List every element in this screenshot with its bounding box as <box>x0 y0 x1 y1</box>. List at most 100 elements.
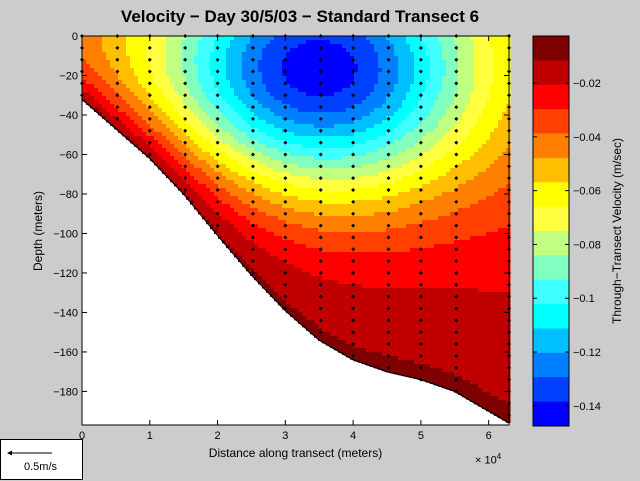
contour-cell <box>190 192 195 197</box>
contour-cell <box>418 132 423 137</box>
contour-cell <box>390 48 395 53</box>
contour-cell <box>318 112 323 117</box>
contour-cell <box>394 168 399 173</box>
contour-cell <box>350 196 355 201</box>
contour-cell <box>202 164 207 169</box>
contour-cell <box>382 248 387 253</box>
contour-cell <box>354 40 359 45</box>
contour-cell <box>362 236 367 241</box>
contour-cell <box>186 160 191 165</box>
contour-cell <box>286 260 291 265</box>
contour-cell <box>422 216 427 221</box>
contour-cell <box>294 276 299 281</box>
contour-cell <box>202 100 207 105</box>
contour-cell <box>410 348 415 353</box>
contour-cell <box>326 340 331 345</box>
contour-cell <box>350 308 355 313</box>
contour-cell <box>290 284 295 289</box>
contour-cell <box>350 48 355 53</box>
contour-cell <box>118 60 123 65</box>
contour-cell <box>286 152 291 157</box>
contour-cell <box>382 156 387 161</box>
contour-cell <box>370 104 375 109</box>
contour-cell <box>354 212 359 217</box>
contour-cell <box>170 40 175 45</box>
contour-cell <box>366 272 371 277</box>
contour-cell <box>242 48 247 53</box>
contour-cell <box>258 60 263 65</box>
contour-cell <box>402 200 407 205</box>
contour-cell <box>258 272 263 277</box>
contour-cell <box>198 116 203 121</box>
contour-cell <box>334 308 339 313</box>
contour-cell <box>230 72 235 77</box>
contour-cell <box>382 292 387 297</box>
contour-cell <box>274 208 279 213</box>
contour-cell <box>266 272 271 277</box>
contour-cell <box>334 164 339 169</box>
contour-cell <box>334 268 339 273</box>
contour-cell <box>282 148 287 153</box>
contour-cell <box>426 248 431 253</box>
contour-cell <box>154 144 159 149</box>
contour-cell <box>142 80 147 85</box>
contour-cell <box>382 64 387 69</box>
contour-cell <box>322 48 327 53</box>
contour-cell <box>390 56 395 61</box>
contour-cell <box>258 256 263 261</box>
contour-cell <box>330 80 335 85</box>
contour-cell <box>330 196 335 201</box>
contour-cell <box>190 144 195 149</box>
contour-cell <box>302 56 307 61</box>
contour-cell <box>414 252 419 257</box>
contour-cell <box>418 268 423 273</box>
contour-cell <box>262 116 267 121</box>
contour-cell <box>194 100 199 105</box>
contour-cell <box>306 276 311 281</box>
contour-cell <box>350 268 355 273</box>
contour-cell <box>182 52 187 57</box>
contour-cell <box>374 284 379 289</box>
contour-cell <box>206 128 211 133</box>
contour-cell <box>314 144 319 149</box>
contour-cell <box>422 136 427 141</box>
contour-cell <box>366 120 371 125</box>
contour-cell <box>174 56 179 61</box>
contour-cell <box>426 300 431 305</box>
contour-cell <box>254 148 259 153</box>
contour-cell <box>230 208 235 213</box>
contour-cell <box>226 172 231 177</box>
contour-cell <box>102 80 107 85</box>
contour-cell <box>254 108 259 113</box>
contour-cell <box>290 72 295 77</box>
contour-cell <box>206 204 211 209</box>
contour-cell <box>354 296 359 301</box>
contour-cell <box>394 280 399 285</box>
contour-cell <box>218 76 223 81</box>
contour-cell <box>382 232 387 237</box>
contour-cell <box>378 264 383 269</box>
contour-cell <box>354 208 359 213</box>
contour-cell <box>362 292 367 297</box>
contour-cell <box>326 216 331 221</box>
contour-cell <box>378 144 383 149</box>
contour-cell <box>258 44 263 49</box>
contour-cell <box>350 112 355 117</box>
contour-cell <box>170 72 175 77</box>
contour-cell <box>306 224 311 229</box>
contour-cell <box>386 292 391 297</box>
contour-cell <box>150 132 155 137</box>
contour-cell <box>194 84 199 89</box>
contour-cell <box>270 88 275 93</box>
contour-cell <box>314 112 319 117</box>
contour-cell <box>170 136 175 141</box>
contour-cell <box>406 164 411 169</box>
contour-cell <box>422 288 427 293</box>
contour-cell <box>306 164 311 169</box>
contour-cell <box>210 100 215 105</box>
contour-cell <box>90 92 95 97</box>
contour-cell <box>258 200 263 205</box>
contour-cell <box>102 92 107 97</box>
contour-cell <box>406 252 411 257</box>
contour-cell <box>282 80 287 85</box>
